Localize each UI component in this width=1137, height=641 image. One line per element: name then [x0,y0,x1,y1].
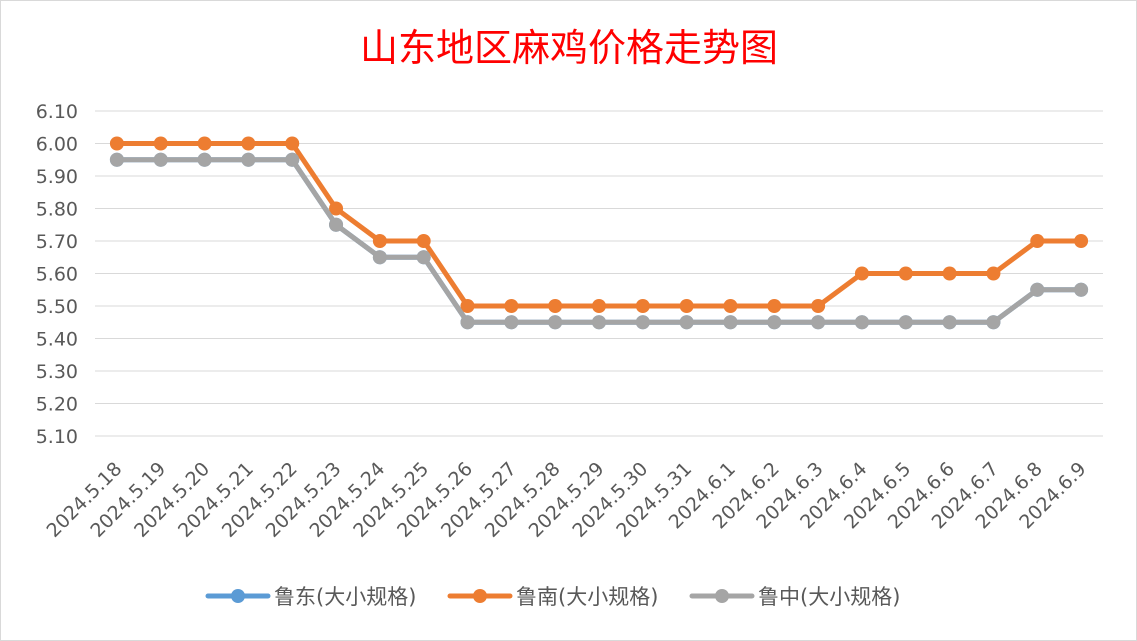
data-point [504,315,519,330]
data-point [548,299,563,313]
data-point [986,315,1001,330]
y-tick-label: 5.50 [36,296,78,318]
data-point [1030,282,1045,297]
data-point [548,315,563,330]
data-point [898,315,913,330]
legend-marker [473,589,487,603]
data-point [679,315,694,330]
data-point [285,136,300,151]
y-axis: 6.10 6.00 5.90 5.80 5.70 5.60 5.50 5.40 5.30 5.20… [36,101,78,448]
data-point [153,152,168,167]
y-tick-label: 5.70 [36,231,78,253]
y-tick-label: 6.00 [36,134,78,156]
data-point [986,266,1001,281]
data-point [197,136,212,151]
data-point [723,299,738,313]
data-point [372,250,387,265]
y-tick-label: 5.40 [36,329,78,351]
y-tick-label: 5.10 [36,426,78,448]
x-axis: 2024.5.182024.5.192024.5.202024.5.212024… [43,458,1091,542]
data-point [898,266,913,281]
data-point [1030,234,1045,248]
data-point [153,136,168,151]
legend-marker [231,589,245,603]
data-point [460,299,475,313]
data-point [723,315,738,330]
data-point [811,315,826,330]
data-point [854,266,869,281]
plot-area [109,136,1089,330]
data-point [635,315,650,330]
data-point [942,315,957,330]
data-point [329,217,344,232]
legend-label: 鲁中(大小规格) [758,585,900,609]
legend-label: 鲁东(大小规格) [274,585,416,609]
data-point [416,250,431,265]
y-tick-label: 5.20 [36,394,78,416]
data-point [942,266,957,281]
data-point [329,201,344,216]
data-point [241,152,256,167]
data-point [767,315,782,330]
series-line-1 [114,141,1084,309]
data-point [197,152,212,167]
legend-marker [715,589,729,603]
data-point [109,136,124,151]
y-tick-label: 5.80 [36,199,78,221]
data-point [592,315,606,330]
data-point [285,152,300,167]
data-point [109,152,124,167]
legend: 鲁东(大小规格) 鲁南(大小规格) 鲁中(大小规格) [205,585,900,609]
data-point [1074,282,1089,297]
legend-label: 鲁南(大小规格) [516,585,658,609]
y-tick-label: 6.10 [36,101,78,123]
data-point [241,136,256,151]
data-point [679,299,694,313]
y-tick-label: 5.60 [36,264,78,286]
data-point [1074,234,1089,248]
data-point [460,315,475,330]
y-tick-label: 5.90 [36,166,78,188]
data-point [416,234,431,248]
data-point [592,299,606,313]
data-point [504,299,519,313]
data-point [854,315,869,330]
data-point [811,299,826,313]
y-tick-label: 5.30 [36,361,78,383]
chart-title: 山东地区麻鸡价格走势图 [360,26,778,70]
data-point [372,234,387,248]
data-point [767,299,782,313]
data-point [635,299,650,313]
